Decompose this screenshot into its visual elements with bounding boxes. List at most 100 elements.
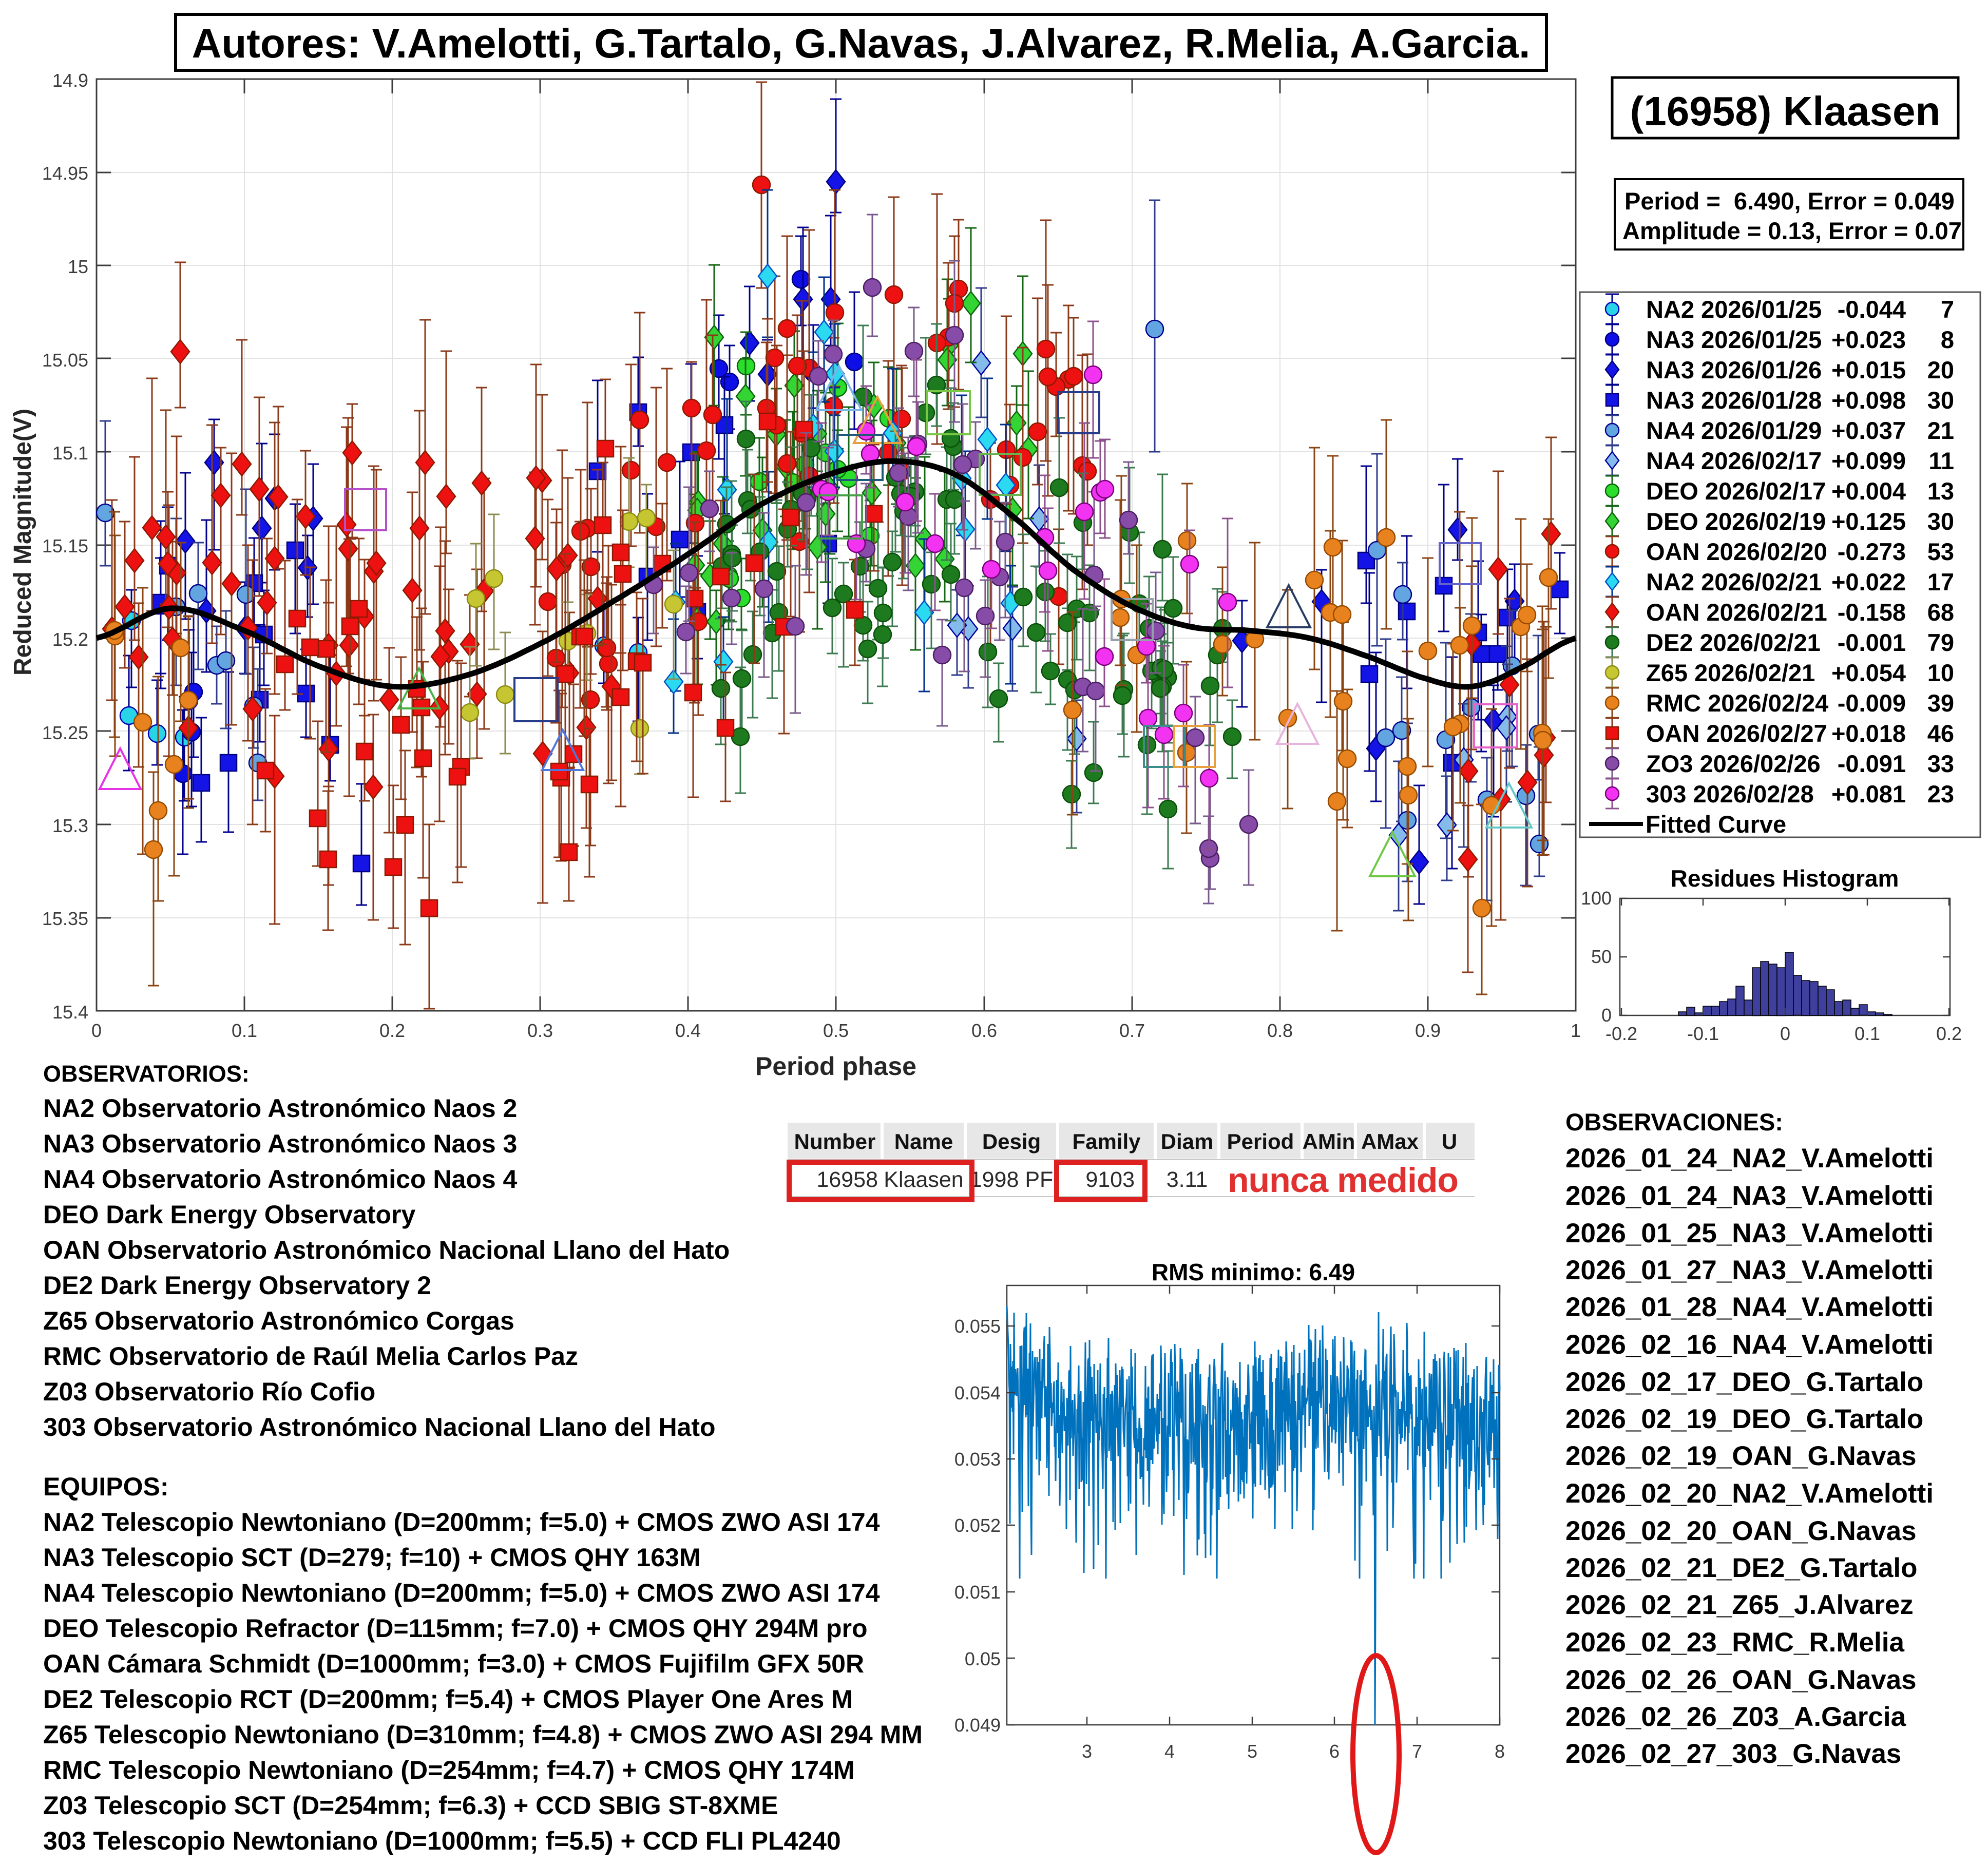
svg-text:21: 21: [1927, 417, 1954, 444]
svg-text:AMax: AMax: [1361, 1129, 1419, 1153]
svg-text:14.9: 14.9: [52, 70, 88, 91]
svg-text:NA3 2026/01/28: NA3 2026/01/28: [1646, 387, 1822, 414]
svg-text:15.15: 15.15: [42, 535, 88, 556]
svg-text:2026_01_28_NA4_V.Amelotti: 2026_01_28_NA4_V.Amelotti: [1565, 1292, 1934, 1322]
svg-text:0.7: 0.7: [1119, 1020, 1145, 1041]
svg-text:0.4: 0.4: [675, 1020, 701, 1041]
svg-text:Name: Name: [894, 1129, 953, 1153]
svg-text:OAN 2026/02/20: OAN 2026/02/20: [1646, 538, 1827, 565]
svg-text:0.055: 0.055: [954, 1316, 1001, 1337]
svg-text:303 Observatorio Astronómico N: 303 Observatorio Astronómico Nacional Ll…: [43, 1413, 716, 1441]
svg-text:+0.037: +0.037: [1831, 417, 1906, 444]
svg-text:DEO Telescopio Refractor (D=11: DEO Telescopio Refractor (D=115mm; f=7.0…: [43, 1614, 868, 1643]
svg-text:0.1: 0.1: [1855, 1023, 1880, 1044]
svg-text:2026_02_19_OAN_G.Navas: 2026_02_19_OAN_G.Navas: [1565, 1441, 1917, 1471]
svg-text:Z65 2026/02/21: Z65 2026/02/21: [1646, 659, 1815, 686]
svg-text:2026_02_20_NA2_V.Amelotti: 2026_02_20_NA2_V.Amelotti: [1565, 1478, 1934, 1509]
svg-text:+0.004: +0.004: [1831, 477, 1906, 505]
svg-text:-0.273: -0.273: [1838, 538, 1906, 565]
svg-text:15.3: 15.3: [52, 815, 88, 836]
svg-text:0.8: 0.8: [1267, 1020, 1293, 1041]
svg-text:NA4 Telescopio Newtoniano (D=2: NA4 Telescopio Newtoniano (D=200mm; f=5.…: [43, 1579, 880, 1607]
svg-text:RMC Observatorio de Raúl Melia: RMC Observatorio de Raúl Melia Carlos Pa…: [43, 1342, 578, 1371]
svg-text:11: 11: [1928, 447, 1954, 474]
svg-text:2026_01_27_NA3_V.Amelotti: 2026_01_27_NA3_V.Amelotti: [1565, 1255, 1934, 1285]
svg-text:Z03 Observatorio Río Cofio: Z03 Observatorio Río Cofio: [43, 1377, 375, 1406]
svg-text:2026_02_21_DE2_G.Tartalo: 2026_02_21_DE2_G.Tartalo: [1565, 1553, 1918, 1583]
svg-text:0.05: 0.05: [965, 1648, 1001, 1669]
svg-text:Diam: Diam: [1161, 1129, 1214, 1153]
svg-text:0.052: 0.052: [954, 1515, 1001, 1536]
svg-text:0.6: 0.6: [971, 1020, 997, 1041]
svg-text:(16958) Klaasen: (16958) Klaasen: [1630, 88, 1941, 134]
svg-text:+0.054: +0.054: [1831, 659, 1906, 686]
svg-text:0.054: 0.054: [954, 1382, 1001, 1403]
svg-text:NA3 Telescopio SCT (D=279; f=1: NA3 Telescopio SCT (D=279; f=10) + CMOS …: [43, 1543, 701, 1572]
svg-text:Desig: Desig: [982, 1129, 1041, 1153]
svg-text:NA4 2026/02/17: NA4 2026/02/17: [1646, 447, 1822, 474]
svg-text:0.053: 0.053: [954, 1449, 1001, 1470]
svg-text:OAN Observatorio Astronómico N: OAN Observatorio Astronómico Nacional Ll…: [43, 1236, 730, 1264]
svg-text:DEO 2026/02/17: DEO 2026/02/17: [1646, 477, 1826, 505]
svg-text:Period: Period: [1227, 1129, 1294, 1153]
svg-text:RMC Telescopio Newtoniano (D=2: RMC Telescopio Newtoniano (D=254mm; f=4.…: [43, 1756, 854, 1784]
svg-text:15: 15: [68, 256, 88, 277]
svg-text:2026_02_27_303_G.Navas: 2026_02_27_303_G.Navas: [1565, 1739, 1901, 1769]
svg-text:20: 20: [1927, 356, 1954, 383]
svg-text:7: 7: [1412, 1741, 1422, 1762]
svg-text:15.1: 15.1: [52, 443, 88, 464]
svg-text:OBSERVACIONES:: OBSERVACIONES:: [1565, 1108, 1783, 1136]
svg-text:NA3 2026/01/26: NA3 2026/01/26: [1646, 356, 1822, 383]
svg-text:3: 3: [1082, 1741, 1092, 1762]
svg-text:DE2 2026/02/21: DE2 2026/02/21: [1646, 629, 1821, 656]
svg-text:0: 0: [91, 1020, 102, 1041]
svg-text:OAN Cámara Schmidt (D=1000mm;: OAN Cámara Schmidt (D=1000mm; f=3.0) + C…: [43, 1649, 864, 1678]
svg-text:0.2: 0.2: [1936, 1023, 1962, 1044]
svg-text:0: 0: [1601, 1005, 1612, 1026]
svg-text:Reduced Magnitude(V): Reduced Magnitude(V): [9, 409, 36, 676]
svg-text:2026_02_26_Z03_A.Garcia: 2026_02_26_Z03_A.Garcia: [1565, 1702, 1906, 1732]
svg-text:4: 4: [1164, 1741, 1175, 1762]
svg-text:-0.1: -0.1: [1687, 1023, 1719, 1044]
svg-text:15.35: 15.35: [42, 908, 88, 929]
svg-text:2026_02_16_NA4_V.Amelotti: 2026_02_16_NA4_V.Amelotti: [1565, 1330, 1934, 1360]
svg-text:10: 10: [1927, 659, 1954, 686]
svg-text:0.051: 0.051: [954, 1582, 1001, 1603]
svg-text:EQUIPOS:: EQUIPOS:: [43, 1472, 168, 1501]
svg-text:Z65 Telescopio Newtoniano (D=3: Z65 Telescopio Newtoniano (D=310mm; f=4.…: [43, 1720, 923, 1749]
svg-text:+0.018: +0.018: [1831, 720, 1906, 747]
svg-text:-0.001: -0.001: [1838, 629, 1906, 656]
svg-text:RMC 2026/02/24: RMC 2026/02/24: [1646, 689, 1828, 717]
svg-text:303 2026/02/28: 303 2026/02/28: [1646, 780, 1814, 807]
svg-text:Z03 Telescopio SCT (D=254mm; f: Z03 Telescopio SCT (D=254mm; f=6.3) + CC…: [43, 1791, 778, 1820]
svg-text:53: 53: [1927, 538, 1954, 565]
svg-text:68: 68: [1927, 599, 1954, 626]
svg-text:+0.015: +0.015: [1831, 356, 1906, 383]
svg-text:0.3: 0.3: [527, 1020, 553, 1041]
svg-text:DE2 Dark Energy Observatory 2: DE2 Dark Energy Observatory 2: [43, 1271, 431, 1300]
svg-text:-0.091: -0.091: [1838, 750, 1906, 777]
svg-text:39: 39: [1927, 689, 1954, 717]
svg-text:+0.125: +0.125: [1831, 508, 1906, 535]
svg-text:Fitted Curve: Fitted Curve: [1646, 811, 1786, 838]
svg-text:0.049: 0.049: [954, 1715, 1001, 1736]
svg-text:8: 8: [1495, 1741, 1505, 1762]
svg-text:Period phase: Period phase: [755, 1052, 916, 1081]
svg-text:6: 6: [1329, 1741, 1340, 1762]
svg-text:DE2 Telescopio RCT (D=200mm; f: DE2 Telescopio RCT (D=200mm; f=5.4) + CM…: [43, 1685, 853, 1714]
svg-text:Z65 Observatorio Astronómico C: Z65 Observatorio Astronómico Corgas: [43, 1306, 514, 1335]
svg-text:AMin: AMin: [1303, 1129, 1355, 1153]
svg-text:5: 5: [1247, 1741, 1257, 1762]
svg-text:Residues Histogram: Residues Histogram: [1671, 865, 1899, 892]
svg-text:100: 100: [1581, 888, 1612, 909]
svg-text:16958: 16958: [816, 1167, 878, 1192]
svg-text:3.11: 3.11: [1167, 1167, 1208, 1192]
svg-text:303 Telescopio Newtoniano (D=1: 303 Telescopio Newtoniano (D=1000mm; f=5…: [43, 1826, 841, 1855]
svg-text:0.1: 0.1: [232, 1020, 257, 1041]
svg-text:U: U: [1442, 1129, 1457, 1153]
svg-text:ZO3 2026/02/26: ZO3 2026/02/26: [1646, 750, 1821, 777]
svg-text:2026_02_20_OAN_G.Navas: 2026_02_20_OAN_G.Navas: [1565, 1516, 1917, 1546]
svg-text:2026_02_19_DEO_G.Tartalo: 2026_02_19_DEO_G.Tartalo: [1565, 1404, 1923, 1434]
svg-text:0.2: 0.2: [379, 1020, 405, 1041]
svg-text:15.25: 15.25: [42, 722, 88, 743]
